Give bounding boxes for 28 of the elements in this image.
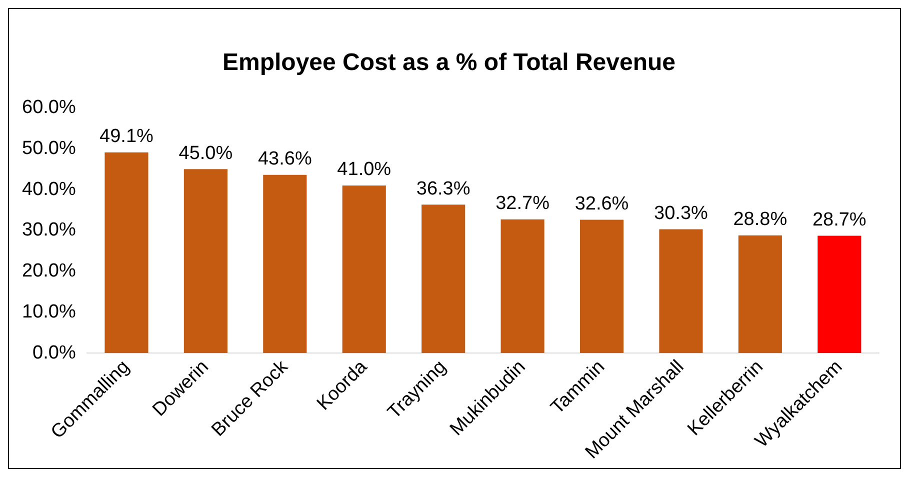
- bar: [500, 219, 544, 354]
- data-label: 49.1%: [100, 126, 154, 148]
- bar: [342, 185, 386, 354]
- bar: [422, 204, 466, 354]
- y-tick-label: 60.0%: [22, 97, 76, 118]
- data-label: 32.7%: [496, 193, 550, 214]
- data-label: 28.8%: [733, 209, 788, 230]
- bar: [659, 229, 703, 354]
- data-label: 28.7%: [812, 209, 866, 230]
- y-tick-label: 10.0%: [22, 301, 76, 322]
- chart-title: Employee Cost as a % of Total Revenue: [222, 49, 676, 76]
- data-label: 43.6%: [258, 148, 312, 170]
- y-tick-label: 50.0%: [22, 138, 76, 159]
- bar: [738, 235, 782, 354]
- data-label: 32.6%: [574, 194, 629, 215]
- bar: [580, 220, 624, 354]
- data-label: 30.3%: [654, 202, 708, 224]
- bar: [104, 152, 148, 354]
- data-label: 41.0%: [337, 159, 392, 180]
- bar: [263, 174, 307, 354]
- y-tick-label: 30.0%: [22, 220, 76, 241]
- bar: [818, 236, 862, 354]
- y-tick-label: 0.0%: [32, 342, 76, 364]
- y-tick-label: 20.0%: [22, 260, 76, 282]
- data-label: 45.0%: [178, 142, 233, 164]
- y-tick-label: 40.0%: [22, 178, 76, 200]
- bar: [184, 169, 228, 354]
- data-label: 36.3%: [416, 178, 470, 200]
